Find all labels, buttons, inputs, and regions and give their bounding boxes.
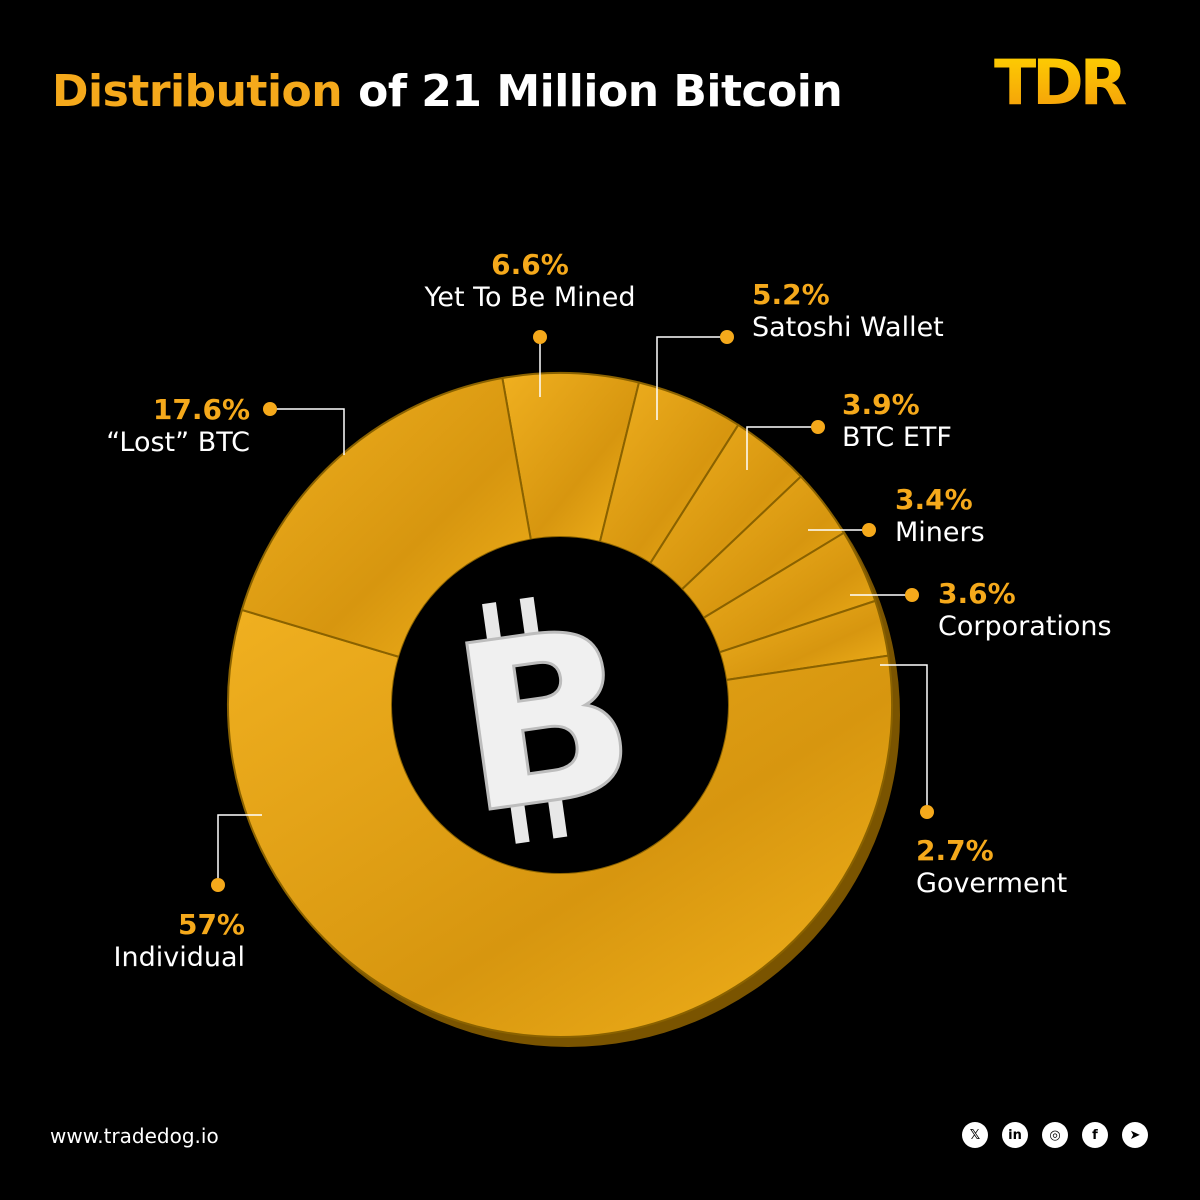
slice-label: 3.9% BTC ETF <box>842 388 952 454</box>
slice-label: 6.6% Yet To Be Mined <box>424 248 635 314</box>
slice-label: 2.7% Goverment <box>916 834 1067 900</box>
page-title: Distribution of 21 Million Bitcoin <box>52 66 843 117</box>
tdr-logo: TDR <box>994 52 1131 112</box>
instagram-icon[interactable]: ◎ <box>1042 1122 1068 1148</box>
leader-dot <box>263 402 277 416</box>
slice-label: 3.4% Miners <box>895 483 985 549</box>
slice-percent: 2.7% <box>916 834 994 867</box>
bitcoin-icon: B <box>438 576 652 868</box>
slice-percent: 3.4% <box>895 483 973 516</box>
leader-dot <box>211 878 225 892</box>
slice-percent: 57% <box>177 908 245 941</box>
slice-label: 3.6% Corporations <box>938 577 1112 643</box>
slice-percent: 3.9% <box>842 388 920 421</box>
svg-text:TDR: TDR <box>994 52 1127 112</box>
slice-label: 5.2% Satoshi Wallet <box>752 278 944 344</box>
slice-name: BTC ETF <box>842 421 952 453</box>
leader-line <box>217 814 262 885</box>
facebook-icon[interactable]: f <box>1082 1122 1108 1148</box>
leader-dot <box>720 330 734 344</box>
slice-name: Individual <box>113 941 246 973</box>
leader-line <box>656 336 727 420</box>
leader-line <box>746 426 818 470</box>
telegram-icon[interactable]: ➤ <box>1122 1122 1148 1148</box>
slice-percent: 6.6% <box>491 248 569 281</box>
leader-dot <box>811 420 825 434</box>
slice-name: Satoshi Wallet <box>752 311 944 343</box>
slice-name: “Lost” BTC <box>106 426 250 458</box>
title-accent: Distribution <box>52 66 343 117</box>
slice-percent: 5.2% <box>752 278 830 311</box>
leader-line <box>270 408 345 455</box>
linkedin-icon[interactable]: in <box>1002 1122 1028 1148</box>
leader-dot <box>920 805 934 819</box>
svg-text:B: B <box>440 578 651 867</box>
leader-dot <box>905 588 919 602</box>
ring-hole <box>392 537 728 873</box>
x-icon[interactable]: 𝕏 <box>962 1122 988 1148</box>
slice-name: Yet To Be Mined <box>424 281 636 313</box>
title-rest: of 21 Million Bitcoin <box>358 66 843 117</box>
slice-name: Miners <box>895 516 985 548</box>
slice-name: Goverment <box>916 867 1068 899</box>
website-url[interactable]: www.tradedog.io <box>50 1124 219 1148</box>
slice-percent: 17.6% <box>152 393 250 426</box>
leader-dot <box>862 523 876 537</box>
slice-label: 57% Individual <box>114 908 246 974</box>
slice-percent: 3.6% <box>938 577 1016 610</box>
slice-name: Corporations <box>938 610 1112 642</box>
slice-label: 17.6% “Lost” BTC <box>106 393 250 459</box>
leader-dot <box>533 330 547 344</box>
leader-line <box>880 664 928 812</box>
